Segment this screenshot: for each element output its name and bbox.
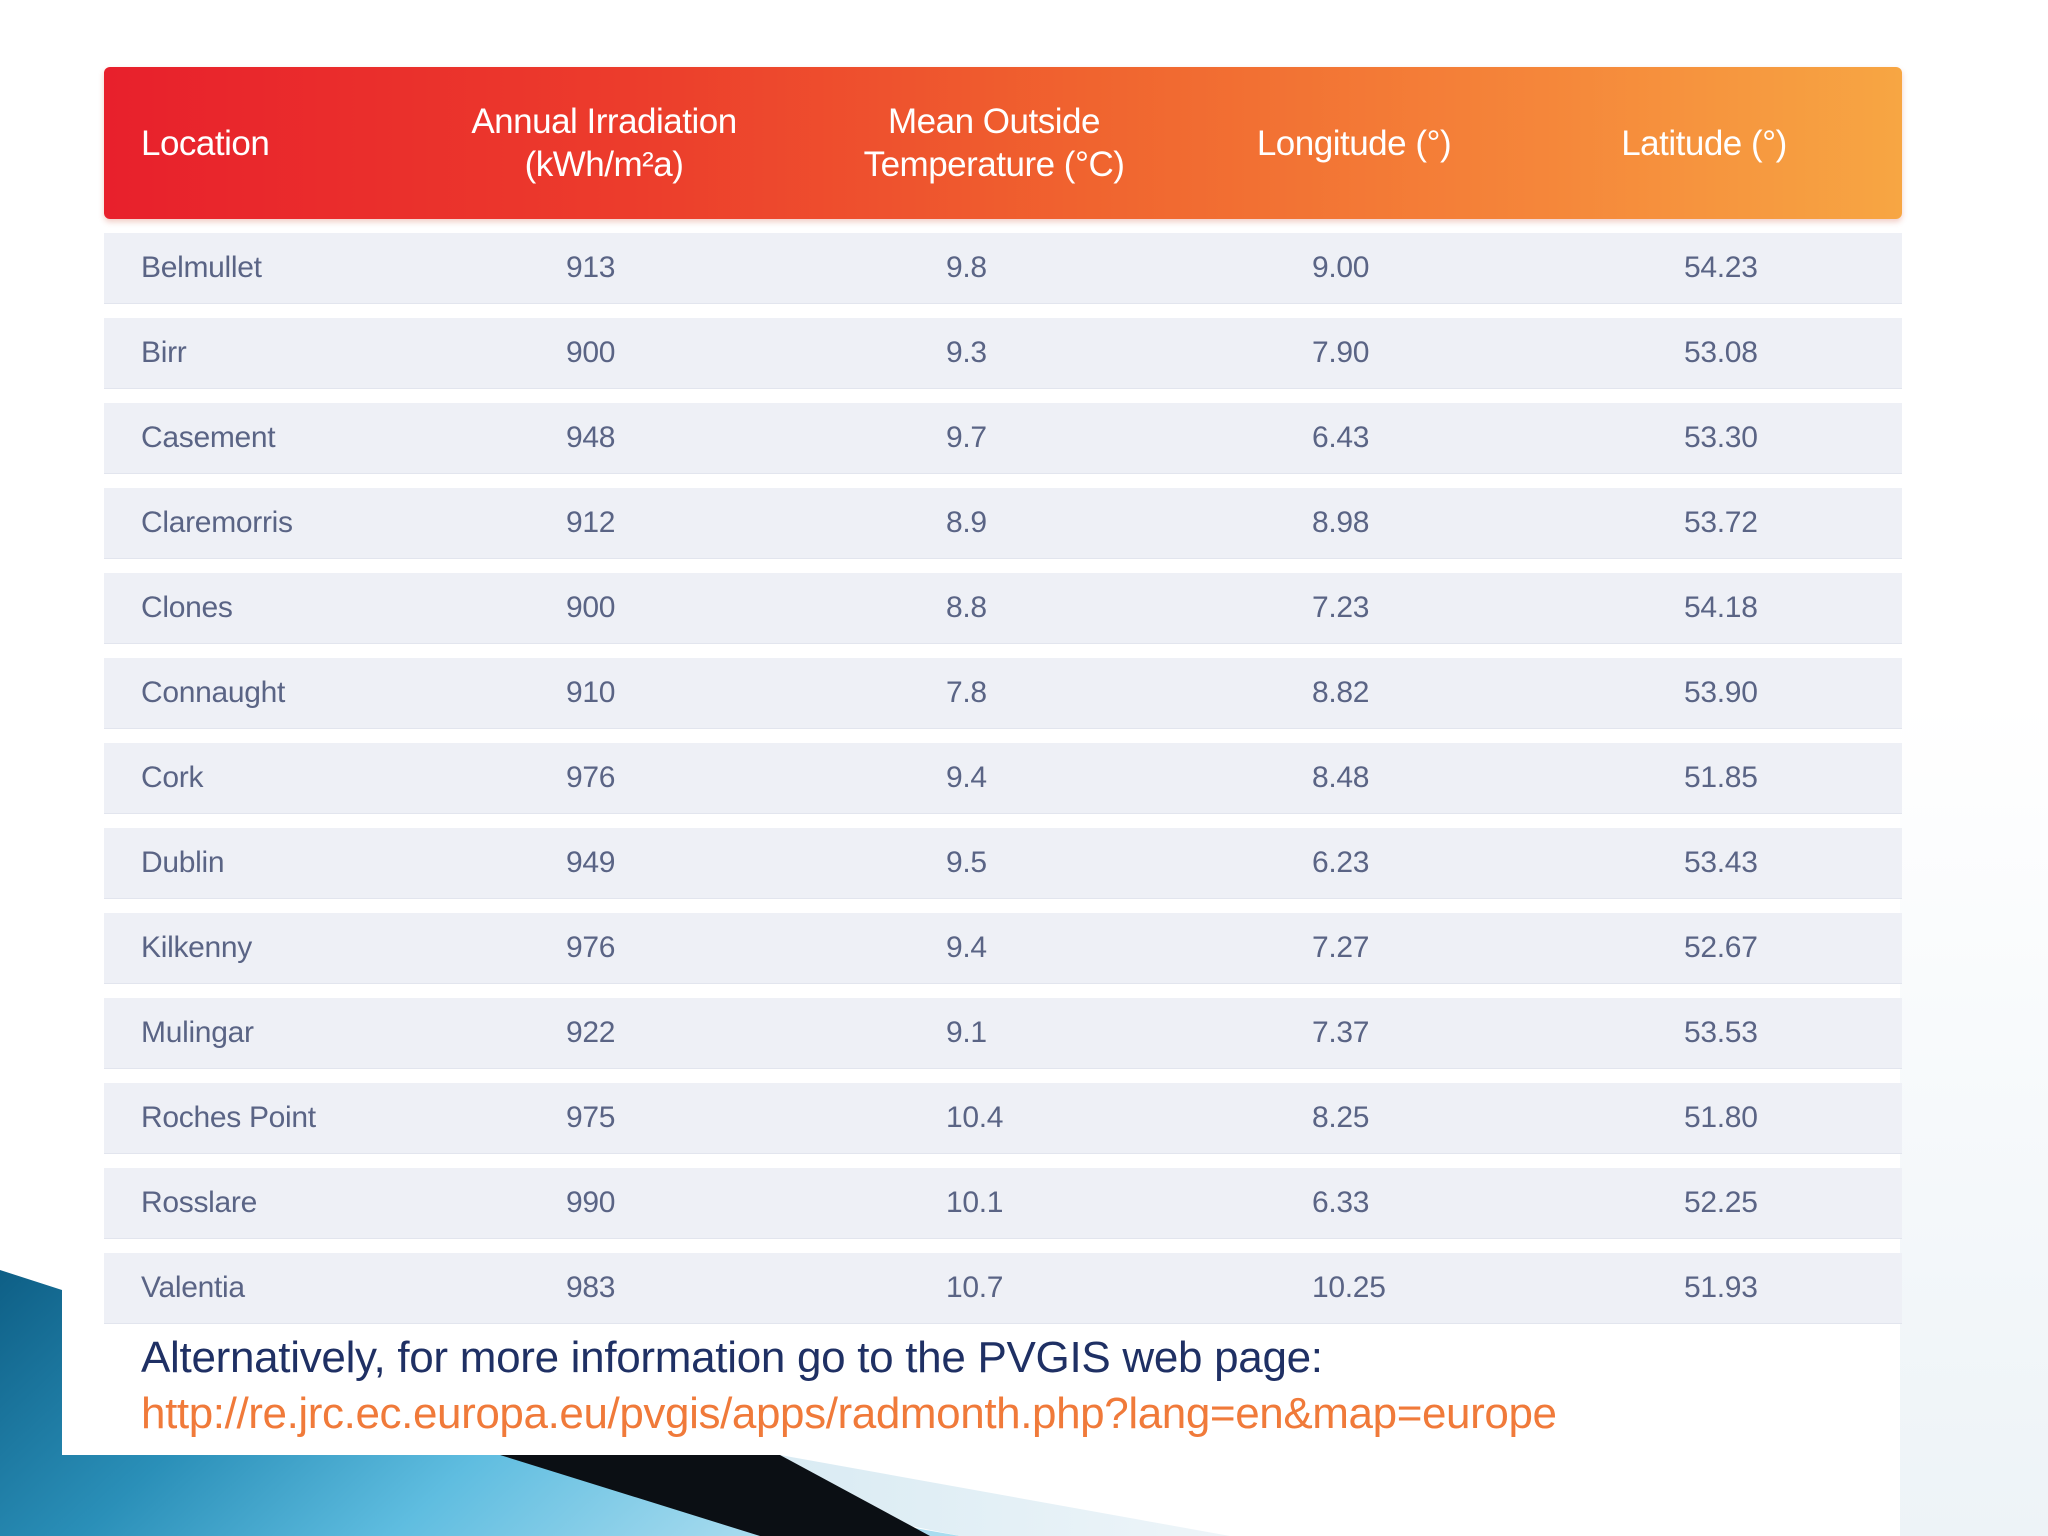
header-temperature-line1: Mean Outside xyxy=(888,102,1100,141)
cell-irradiation: 913 xyxy=(566,251,616,284)
cell-latitude: 53.53 xyxy=(1684,1016,1758,1049)
table-row: Birr 900 9.3 7.90 53.08 xyxy=(104,318,1902,389)
cell-temperature: 9.8 xyxy=(946,251,987,284)
footer: Alternatively, for more information go t… xyxy=(141,1330,1901,1442)
header-location: Location xyxy=(141,67,421,219)
table-row: Roches Point 975 10.4 8.25 51.80 xyxy=(104,1083,1902,1154)
cell-latitude: 54.23 xyxy=(1684,251,1758,284)
cell-location: Roches Point xyxy=(141,1101,316,1134)
cell-temperature: 9.3 xyxy=(946,336,987,369)
cell-latitude: 52.67 xyxy=(1684,931,1758,964)
table-row: Belmullet 913 9.8 9.00 54.23 xyxy=(104,233,1902,304)
cell-location: Claremorris xyxy=(141,506,293,539)
cell-irradiation: 948 xyxy=(566,421,616,454)
header-longitude: Longitude (°) xyxy=(1204,67,1504,219)
background-fade xyxy=(1900,700,2048,1536)
cell-irradiation: 910 xyxy=(566,676,616,709)
cell-irradiation: 922 xyxy=(566,1016,616,1049)
cell-irradiation: 949 xyxy=(566,846,616,879)
cell-irradiation: 900 xyxy=(566,336,616,369)
cell-irradiation: 983 xyxy=(566,1271,616,1304)
cell-location: Rosslare xyxy=(141,1186,257,1219)
table-row: Mulingar 922 9.1 7.37 53.53 xyxy=(104,998,1902,1069)
cell-irradiation: 975 xyxy=(566,1101,616,1134)
cell-latitude: 51.85 xyxy=(1684,761,1758,794)
header-temperature: Mean Outside Temperature (°C) xyxy=(824,67,1164,219)
header-longitude-label: Longitude (°) xyxy=(1256,123,1452,163)
table-row: Kilkenny 976 9.4 7.27 52.67 xyxy=(104,913,1902,984)
cell-temperature: 9.4 xyxy=(946,761,987,794)
cell-longitude: 8.48 xyxy=(1312,761,1370,794)
cell-location: Dublin xyxy=(141,846,225,879)
cell-latitude: 53.90 xyxy=(1684,676,1758,709)
cell-location: Mulingar xyxy=(141,1016,254,1049)
cell-location: Birr xyxy=(141,336,187,369)
cell-irradiation: 900 xyxy=(566,591,616,624)
cell-longitude: 9.00 xyxy=(1312,251,1370,284)
cell-latitude: 53.08 xyxy=(1684,336,1758,369)
cell-latitude: 51.93 xyxy=(1684,1271,1758,1304)
cell-longitude: 7.27 xyxy=(1312,931,1370,964)
cell-location: Clones xyxy=(141,591,233,624)
table-row: Dublin 949 9.5 6.23 53.43 xyxy=(104,828,1902,899)
header-irradiation-line1: Annual Irradiation xyxy=(471,102,737,141)
cell-longitude: 6.33 xyxy=(1312,1186,1370,1219)
cell-longitude: 7.37 xyxy=(1312,1016,1370,1049)
cell-location: Belmullet xyxy=(141,251,262,284)
header-irradiation-line2: (kWh/m²a) xyxy=(524,145,684,184)
cell-temperature: 10.7 xyxy=(946,1271,1004,1304)
header-irradiation: Annual Irradiation (kWh/m²a) xyxy=(444,67,764,219)
cell-temperature: 9.1 xyxy=(946,1016,987,1049)
cell-irradiation: 912 xyxy=(566,506,616,539)
cell-temperature: 8.8 xyxy=(946,591,987,624)
cell-latitude: 53.43 xyxy=(1684,846,1758,879)
cell-longitude: 8.82 xyxy=(1312,676,1370,709)
table-row: Casement 948 9.7 6.43 53.30 xyxy=(104,403,1902,474)
cell-latitude: 51.80 xyxy=(1684,1101,1758,1134)
cell-longitude: 8.98 xyxy=(1312,506,1370,539)
table-body: Belmullet 913 9.8 9.00 54.23 Birr 900 9.3 7.90 53… xyxy=(104,233,1902,1324)
table-row: Rosslare 990 10.1 6.33 52.25 xyxy=(104,1168,1902,1239)
footer-text: Alternatively, for more information go t… xyxy=(141,1333,1323,1382)
cell-temperature: 10.4 xyxy=(946,1101,1004,1134)
cell-temperature: 8.9 xyxy=(946,506,987,539)
pvgis-link[interactable]: http://re.jrc.ec.europa.eu/pvgis/apps/ra… xyxy=(141,1389,1557,1438)
cell-temperature: 9.4 xyxy=(946,931,987,964)
irradiation-table: Location Annual Irradiation (kWh/m²a) Me… xyxy=(104,67,1902,1338)
cell-location: Connaught xyxy=(141,676,286,709)
cell-irradiation: 976 xyxy=(566,931,616,964)
cell-latitude: 53.72 xyxy=(1684,506,1758,539)
table-header: Location Annual Irradiation (kWh/m²a) Me… xyxy=(104,67,1902,219)
cell-irradiation: 990 xyxy=(566,1186,616,1219)
cell-temperature: 7.8 xyxy=(946,676,987,709)
cell-latitude: 54.18 xyxy=(1684,591,1758,624)
table-row: Claremorris 912 8.9 8.98 53.72 xyxy=(104,488,1902,559)
table-row: Valentia 983 10.7 10.25 51.93 xyxy=(104,1253,1902,1324)
cell-irradiation: 976 xyxy=(566,761,616,794)
cell-longitude: 6.23 xyxy=(1312,846,1370,879)
header-temperature-line2: Temperature (°C) xyxy=(863,145,1125,184)
header-latitude: Latitude (°) xyxy=(1544,67,1864,219)
cell-latitude: 52.25 xyxy=(1684,1186,1758,1219)
cell-longitude: 7.23 xyxy=(1312,591,1370,624)
cell-longitude: 10.25 xyxy=(1312,1271,1386,1304)
cell-longitude: 7.90 xyxy=(1312,336,1370,369)
table-row: Cork 976 9.4 8.48 51.85 xyxy=(104,743,1902,814)
header-latitude-label: Latitude (°) xyxy=(1621,123,1787,163)
table-row: Clones 900 8.8 7.23 54.18 xyxy=(104,573,1902,644)
table-row: Connaught 910 7.8 8.82 53.90 xyxy=(104,658,1902,729)
cell-latitude: 53.30 xyxy=(1684,421,1758,454)
cell-location: Cork xyxy=(141,761,204,794)
cell-temperature: 9.5 xyxy=(946,846,987,879)
cell-location: Kilkenny xyxy=(141,931,252,964)
cell-temperature: 10.1 xyxy=(946,1186,1004,1219)
cell-location: Casement xyxy=(141,421,276,454)
cell-temperature: 9.7 xyxy=(946,421,987,454)
cell-location: Valentia xyxy=(141,1271,245,1304)
cell-longitude: 6.43 xyxy=(1312,421,1370,454)
header-location-label: Location xyxy=(141,123,270,163)
cell-longitude: 8.25 xyxy=(1312,1101,1370,1134)
